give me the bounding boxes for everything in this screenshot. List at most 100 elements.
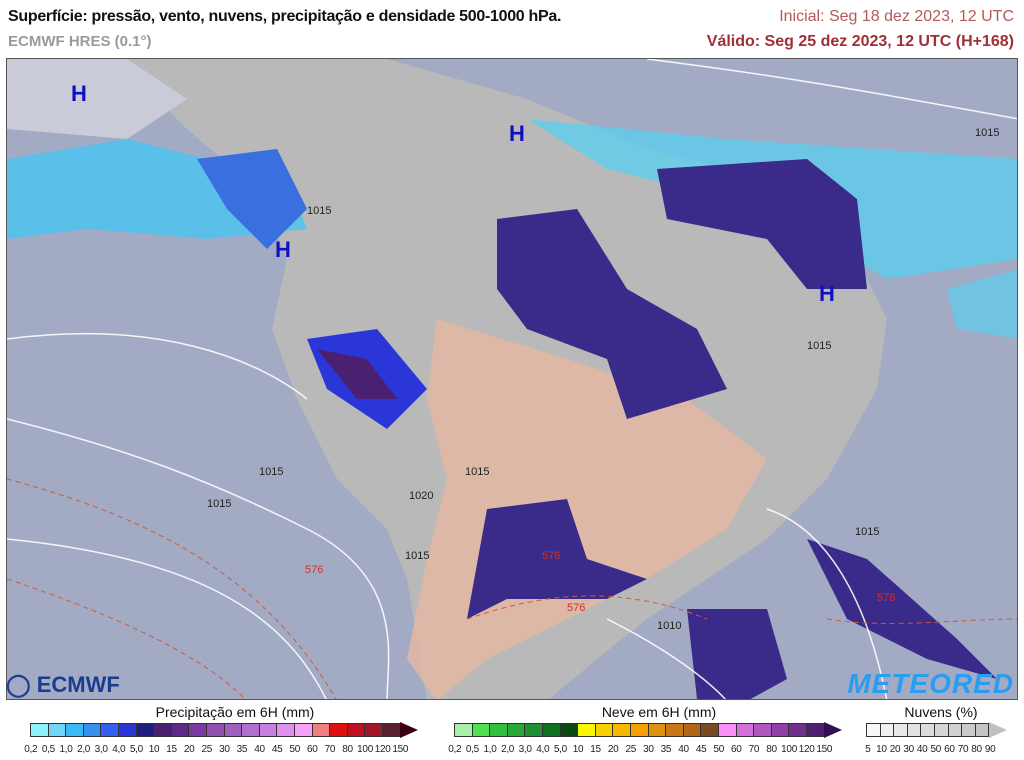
colorbar-label: 100 (781, 744, 797, 755)
precipitation-colorbar (30, 722, 440, 738)
snow-legend-title: Neve em 6H (mm) (601, 704, 717, 720)
high-pressure-label: H (819, 281, 835, 306)
colorbar-swatch (700, 723, 719, 737)
colorbar-label: 70 (748, 744, 760, 755)
colorbar-label: 5,0 (553, 744, 567, 755)
colorbar-swatch (223, 723, 243, 737)
colorbar-label: 15 (166, 744, 177, 755)
thickness-label: 576 (542, 550, 560, 562)
colorbar-label: 4,0 (112, 744, 126, 755)
isobar-label: 1015 (207, 498, 231, 510)
colorbar-swatch (346, 723, 366, 737)
precipitation-labels: 0,2 0,5 1,0 2,0 3,0 4,0 5,0 10 15 20 25 30 35 40 45 50 6… (22, 744, 440, 755)
colorbar-label: 80 (342, 744, 353, 755)
colorbar-swatch (188, 723, 207, 737)
colorbar-label: 50 (289, 744, 300, 755)
colorbar-label: 1,0 (483, 744, 497, 755)
colorbar-swatch (647, 723, 667, 737)
isobar-label: 1015 (465, 466, 489, 478)
meteored-logo: METEORED (847, 668, 1014, 699)
colorbar-label: 20 (889, 744, 901, 755)
colorbar-label: 0,5 (465, 744, 479, 755)
colorbar-swatch (682, 723, 702, 737)
clouds-colorbar (866, 722, 1016, 738)
colorbar-swatch (906, 723, 922, 737)
clouds-labels: 5 10 20 30 40 50 60 70 80 90 (861, 744, 1016, 755)
colorbar-label: 120 (374, 744, 391, 755)
clouds-legend: Nuvens (%) 5 10 20 30 40 50 60 70 80 90 (865, 702, 1016, 755)
colorbar-swatch (893, 723, 908, 737)
colorbar-label: 60 (307, 744, 318, 755)
colorbar-label: 2,0 (77, 744, 91, 755)
colorbar-swatch (153, 723, 172, 737)
model-name: ECMWF HRES (0.1°) (8, 33, 152, 50)
colorbar-label: 10 (876, 744, 887, 755)
colorbar-label: 40 (254, 744, 265, 755)
high-pressure-label: H (275, 237, 291, 262)
colorbar-swatch (311, 723, 331, 737)
colorbar-swatch (541, 723, 561, 737)
colorbar-label: 10 (148, 744, 160, 755)
colorbar-label: 15 (590, 744, 601, 755)
colorbar-swatch (753, 723, 772, 737)
colorbar-label: 150 (392, 744, 409, 755)
isobar-label: 1020 (409, 490, 433, 502)
isobar-label: 1015 (259, 466, 283, 478)
colorbar-swatch (788, 723, 807, 737)
high-pressure-label: H (509, 121, 525, 146)
colorbar-swatch (594, 723, 614, 737)
colorbar-swatch (170, 723, 190, 737)
isobar-label: 1015 (405, 550, 429, 562)
colorbar-label: 120 (798, 744, 815, 755)
thickness-label: 576 (305, 564, 323, 576)
colorbar-swatch (947, 723, 963, 737)
clouds-legend-title: Nuvens (%) (904, 704, 978, 720)
colorbar-swatch (735, 723, 755, 737)
colorbar-swatch (100, 723, 119, 737)
colorbar-swatch (717, 723, 737, 737)
colorbar-label: 70 (324, 744, 336, 755)
colorbar-label: 30 (903, 744, 914, 755)
isobar-label: 1015 (975, 127, 999, 139)
thickness-label: 576 (567, 602, 585, 614)
colorbar-swatch (629, 723, 649, 737)
colorbar-label: 35 (660, 744, 672, 755)
colorbar-arrow (400, 722, 419, 738)
colorbar-swatch (866, 723, 881, 737)
colorbar-label: 4,0 (536, 744, 550, 755)
colorbar-label: 20 (183, 744, 195, 755)
isobar-label: 1015 (855, 526, 879, 538)
colorbar-swatch (258, 723, 278, 737)
colorbar-swatch (665, 723, 684, 737)
colorbar-swatch (879, 723, 895, 737)
isobars (7, 59, 1017, 699)
weather-map[interactable]: H H H H 1015 1015 1015 1015 1020 1015 10… (6, 58, 1018, 700)
colorbar-swatch (805, 723, 825, 737)
high-pressure-label: H (71, 81, 87, 106)
colorbar-swatch (559, 723, 579, 737)
colorbar-arrow (989, 722, 1008, 738)
colorbar-swatch (471, 723, 491, 737)
colorbar-swatch (454, 723, 473, 737)
colorbar-label: 3,0 (518, 744, 532, 755)
colorbar-swatch (920, 723, 935, 737)
colorbar-swatch (65, 723, 84, 737)
map-title: Superfície: pressão, vento, nuvens, prec… (8, 8, 562, 25)
map-canvas: H H H H 1015 1015 1015 1015 1020 1015 10… (7, 59, 1017, 699)
colorbar-swatch (577, 723, 596, 737)
caribbean-cloud (7, 59, 187, 139)
isobar-label: 1015 (307, 205, 331, 217)
initial-time: Inicial: Seg 18 dez 2023, 12 UTC (779, 8, 1014, 25)
colorbar-label: 45 (271, 744, 283, 755)
colorbar-label: 150 (816, 744, 833, 755)
colorbar-swatch (770, 723, 790, 737)
colorbar-label: 2,0 (501, 744, 515, 755)
colorbar-swatch (329, 723, 348, 737)
colorbar-label: 45 (695, 744, 707, 755)
snow-labels: 0,2 0,5 1,0 2,0 3,0 4,0 5,0 10 15 20 25 30 35 40 45 50 6… (446, 744, 864, 755)
colorbar-label: 5,0 (129, 744, 143, 755)
colorbar-label: 50 (930, 744, 942, 755)
ecmwf-logo: ◯ ECMWF (6, 672, 120, 697)
isobar-label: 1010 (657, 620, 681, 632)
precipitation-legend: Precipitação em 6H (mm) 0,2 0,5 1,0 2,0 3,0 4… (24, 702, 440, 755)
